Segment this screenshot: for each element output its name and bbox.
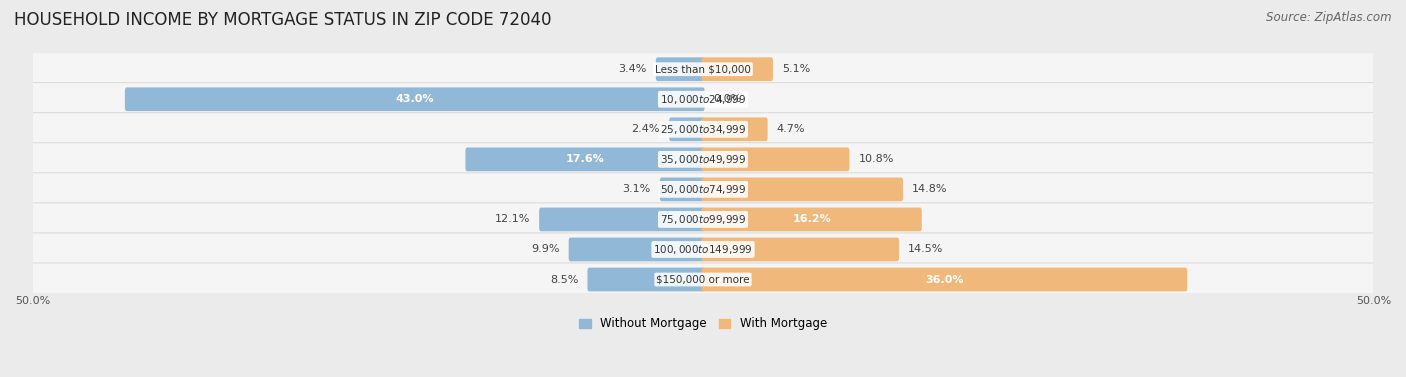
- Text: 8.5%: 8.5%: [550, 274, 578, 285]
- Text: 10.8%: 10.8%: [859, 154, 894, 164]
- Legend: Without Mortgage, With Mortgage: Without Mortgage, With Mortgage: [579, 317, 827, 330]
- Text: $35,000 to $49,999: $35,000 to $49,999: [659, 153, 747, 166]
- Text: 0.0%: 0.0%: [714, 94, 742, 104]
- FancyBboxPatch shape: [538, 208, 704, 231]
- FancyBboxPatch shape: [702, 238, 898, 261]
- FancyBboxPatch shape: [588, 268, 704, 291]
- Text: 4.7%: 4.7%: [776, 124, 806, 134]
- FancyBboxPatch shape: [702, 57, 773, 81]
- FancyBboxPatch shape: [702, 178, 903, 201]
- FancyBboxPatch shape: [32, 233, 1374, 266]
- FancyBboxPatch shape: [32, 143, 1374, 176]
- Text: 12.1%: 12.1%: [495, 215, 530, 224]
- FancyBboxPatch shape: [702, 208, 922, 231]
- Text: 43.0%: 43.0%: [395, 94, 434, 104]
- FancyBboxPatch shape: [32, 263, 1374, 296]
- Text: 2.4%: 2.4%: [631, 124, 659, 134]
- Text: $150,000 or more: $150,000 or more: [657, 274, 749, 285]
- Text: 17.6%: 17.6%: [565, 154, 605, 164]
- FancyBboxPatch shape: [655, 57, 704, 81]
- Text: 14.8%: 14.8%: [912, 184, 948, 195]
- FancyBboxPatch shape: [568, 238, 704, 261]
- Text: 36.0%: 36.0%: [925, 274, 963, 285]
- FancyBboxPatch shape: [702, 118, 768, 141]
- FancyBboxPatch shape: [32, 53, 1374, 86]
- FancyBboxPatch shape: [669, 118, 704, 141]
- FancyBboxPatch shape: [32, 83, 1374, 116]
- Text: 3.4%: 3.4%: [619, 64, 647, 74]
- FancyBboxPatch shape: [32, 203, 1374, 236]
- FancyBboxPatch shape: [659, 178, 704, 201]
- Text: $50,000 to $74,999: $50,000 to $74,999: [659, 183, 747, 196]
- Text: 16.2%: 16.2%: [792, 215, 831, 224]
- FancyBboxPatch shape: [465, 147, 704, 171]
- Text: 14.5%: 14.5%: [908, 244, 943, 254]
- Text: $75,000 to $99,999: $75,000 to $99,999: [659, 213, 747, 226]
- Text: Less than $10,000: Less than $10,000: [655, 64, 751, 74]
- Text: $100,000 to $149,999: $100,000 to $149,999: [654, 243, 752, 256]
- Text: $25,000 to $34,999: $25,000 to $34,999: [659, 123, 747, 136]
- FancyBboxPatch shape: [702, 147, 849, 171]
- Text: 5.1%: 5.1%: [782, 64, 810, 74]
- FancyBboxPatch shape: [32, 113, 1374, 146]
- Text: 3.1%: 3.1%: [623, 184, 651, 195]
- Text: $10,000 to $24,999: $10,000 to $24,999: [659, 93, 747, 106]
- FancyBboxPatch shape: [125, 87, 704, 111]
- Text: HOUSEHOLD INCOME BY MORTGAGE STATUS IN ZIP CODE 72040: HOUSEHOLD INCOME BY MORTGAGE STATUS IN Z…: [14, 11, 551, 29]
- FancyBboxPatch shape: [702, 268, 1187, 291]
- FancyBboxPatch shape: [32, 173, 1374, 206]
- Text: Source: ZipAtlas.com: Source: ZipAtlas.com: [1267, 11, 1392, 24]
- Text: 9.9%: 9.9%: [531, 244, 560, 254]
